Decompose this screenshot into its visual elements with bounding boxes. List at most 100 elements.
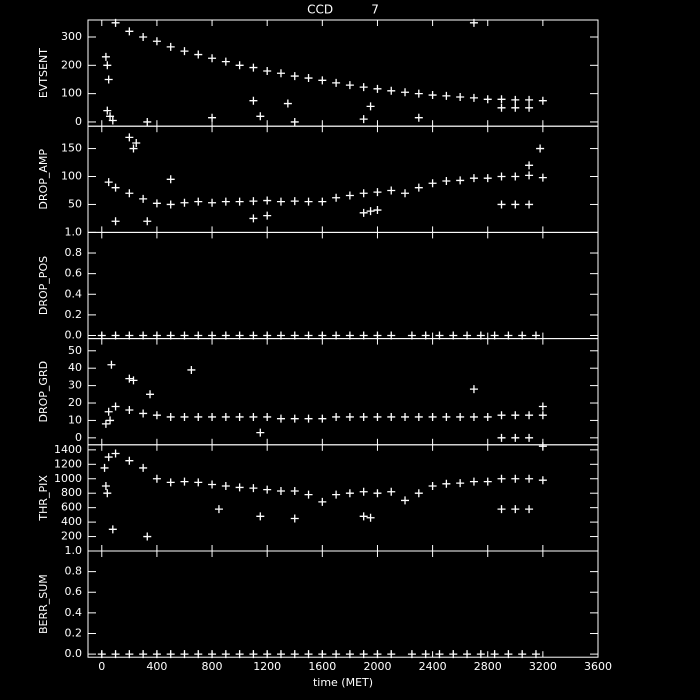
point	[283, 99, 292, 108]
point	[456, 479, 465, 488]
point	[525, 95, 534, 104]
point	[125, 27, 134, 36]
point	[290, 514, 299, 523]
point	[143, 532, 152, 541]
point	[304, 414, 313, 423]
point	[104, 453, 113, 462]
point	[373, 412, 382, 421]
point	[366, 513, 375, 522]
point	[469, 174, 478, 183]
y-tick-label: 0.0	[65, 329, 83, 342]
y-tick-label: 10	[68, 413, 82, 426]
plot-frame	[87, 231, 599, 340]
point	[187, 365, 196, 374]
point	[194, 197, 203, 206]
point	[497, 411, 506, 420]
point	[194, 478, 203, 487]
point	[511, 103, 520, 112]
point	[442, 91, 451, 100]
point	[235, 61, 244, 70]
x-tick-label: 1200	[253, 660, 281, 673]
point	[387, 650, 396, 659]
plot-frame	[87, 125, 599, 233]
point	[139, 463, 148, 472]
point	[249, 63, 258, 72]
point	[463, 650, 472, 659]
point	[483, 477, 492, 486]
point	[235, 197, 244, 206]
point	[146, 390, 155, 399]
point	[490, 650, 499, 659]
point	[290, 487, 299, 496]
point	[208, 412, 217, 421]
point	[263, 66, 272, 75]
x-tick-label: 3600	[584, 660, 612, 673]
point	[525, 411, 534, 420]
point	[511, 411, 520, 420]
point	[249, 484, 258, 493]
point	[525, 103, 534, 112]
point	[290, 197, 299, 206]
point	[125, 456, 134, 465]
point	[345, 81, 354, 90]
point	[421, 650, 430, 659]
point	[221, 412, 230, 421]
point	[332, 490, 341, 499]
point	[373, 84, 382, 93]
x-tick-label: 2000	[363, 660, 391, 673]
point	[366, 207, 375, 216]
point	[290, 117, 299, 126]
point	[304, 490, 313, 499]
point	[538, 411, 547, 420]
point	[345, 191, 354, 200]
point	[318, 197, 327, 206]
point	[359, 487, 368, 496]
point	[263, 196, 272, 205]
point	[442, 412, 451, 421]
point	[428, 481, 437, 490]
point	[401, 412, 410, 421]
point	[249, 650, 258, 659]
point	[111, 650, 120, 659]
point	[290, 414, 299, 423]
point	[373, 206, 382, 215]
y-tick-label: 40	[68, 361, 82, 374]
point	[249, 96, 258, 105]
point	[538, 476, 547, 485]
point	[531, 650, 540, 659]
point	[139, 194, 148, 203]
y-tick-label: 300	[61, 30, 82, 43]
point	[449, 650, 458, 659]
point	[345, 412, 354, 421]
point	[180, 198, 189, 207]
y-tick-label: 200	[61, 58, 82, 71]
point	[366, 102, 375, 111]
point	[504, 650, 513, 659]
point	[359, 412, 368, 421]
point	[180, 477, 189, 486]
point	[208, 198, 217, 207]
point	[111, 402, 120, 411]
y-tick-label: 200	[61, 530, 82, 543]
point	[414, 183, 423, 192]
point	[194, 412, 203, 421]
point	[263, 485, 272, 494]
point	[104, 75, 113, 84]
point	[103, 61, 112, 70]
point	[345, 489, 354, 498]
y-axis-label: DROP_POS	[37, 256, 50, 315]
point	[483, 174, 492, 183]
y-axis-label: BERR_SUM	[37, 574, 50, 634]
point	[318, 76, 327, 85]
point	[497, 95, 506, 104]
point	[469, 412, 478, 421]
point	[511, 200, 520, 209]
point	[525, 474, 534, 483]
point	[497, 433, 506, 442]
point	[332, 650, 341, 659]
point	[108, 116, 117, 125]
point	[414, 113, 423, 122]
point	[221, 481, 230, 490]
point	[359, 208, 368, 217]
point	[101, 52, 110, 61]
